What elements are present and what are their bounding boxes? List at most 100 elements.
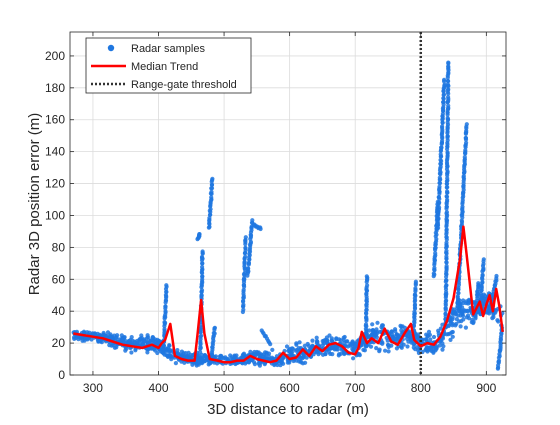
- radar-sample-point-1392: [200, 264, 205, 270]
- radar-sample-point-2024: [476, 281, 481, 286]
- radar-sample-point-990: [370, 328, 375, 333]
- radar-sample-point-1453: [241, 307, 246, 312]
- radar-sample-point-321: [431, 334, 437, 340]
- radar-sample-point-1053: [465, 309, 470, 314]
- radar-sample-point-859: [72, 336, 77, 341]
- radar-sample-point-1669: [436, 216, 441, 221]
- radar-sample-point-1692: [437, 175, 442, 180]
- y-tick-label-0: 0: [58, 368, 65, 382]
- radar-sample-point-1832: [445, 176, 450, 181]
- radar-sample-point-1763: [444, 298, 449, 303]
- radar-sample-point-415: [383, 348, 388, 353]
- radar-sample-point-1887: [445, 79, 450, 84]
- radar-sample-point-1526: [250, 218, 255, 223]
- radar-sample-point-1623: [431, 271, 436, 276]
- radar-sample-point-1681: [436, 195, 441, 200]
- radar-sample-point-932: [467, 316, 472, 321]
- radar-sample-point-1866: [445, 116, 450, 121]
- radar-sample-point-1796: [444, 240, 449, 245]
- radar-sample-point-1286: [148, 338, 153, 343]
- radar-sample-point-1121: [386, 343, 391, 348]
- radar-sample-point-1216: [310, 343, 315, 348]
- radar-sample-point-1425: [209, 186, 215, 191]
- radar-sample-point-815: [175, 348, 180, 353]
- radar-sample-point-530: [370, 322, 375, 327]
- radar-sample-point-1076: [155, 350, 160, 356]
- radar-sample-point-406: [145, 333, 150, 338]
- radar-sample-point-1775: [444, 278, 449, 283]
- radar-sample-point-1162: [185, 354, 190, 359]
- radar-sample-point-200: [463, 325, 468, 330]
- radar-sample-point-1626: [432, 265, 437, 270]
- radar-sample-point-1127: [202, 353, 207, 358]
- radar-sample-point-1207: [241, 351, 247, 356]
- radar-sample-point-1247: [314, 350, 320, 355]
- radar-sample-point-453: [314, 335, 319, 340]
- radar-sample-point-380: [448, 337, 453, 342]
- radar-sample-point-1175: [286, 348, 291, 353]
- radar-sample-point-1187: [434, 345, 439, 350]
- radar-sample-point-986: [123, 348, 128, 353]
- radar-sample-point-1008: [374, 327, 379, 332]
- radar-sample-point-1992: [464, 140, 469, 145]
- radar-sample-point-883: [456, 313, 461, 318]
- x-tick-label-400: 400: [148, 381, 168, 395]
- radar-sample-point-1212: [380, 341, 385, 346]
- radar-sample-point-1147: [470, 317, 475, 323]
- median-trend-line: [73, 225, 504, 364]
- radar-sample-point-643: [440, 322, 445, 327]
- x-axis-label: 3D distance to radar (m): [207, 401, 369, 418]
- radar-sample-point-545: [270, 347, 275, 352]
- radar-sample-point-311: [428, 337, 433, 342]
- radar-sample-point-855: [138, 336, 143, 341]
- radar-sample-point-1140: [305, 341, 310, 347]
- radar-sample-point-783: [320, 339, 325, 344]
- radar-sample-point-1745: [442, 82, 447, 87]
- radar-sample-point-1535: [258, 226, 263, 232]
- radar-sample-point-1562: [364, 314, 369, 320]
- radar-sample-point-1343: [197, 232, 202, 237]
- median-trend-layer: [73, 225, 504, 364]
- radar-sample-point-1271: [413, 347, 418, 352]
- y-tick-label-60: 60: [52, 272, 66, 286]
- radar-sample-point-1161: [466, 301, 471, 306]
- radar-sample-point-1255: [164, 353, 169, 358]
- radar-sample-point-1897: [446, 60, 451, 65]
- radar-sample-point-1948: [459, 218, 464, 223]
- radar-sample-point-1141: [232, 354, 237, 359]
- radar-sample-point-1219: [294, 342, 299, 347]
- radar-sample-point-640: [310, 338, 315, 343]
- x-tick-label-700: 700: [345, 381, 365, 395]
- radar-sample-point-89: [351, 356, 356, 361]
- radar-sample-point-1056: [441, 344, 446, 349]
- radar-sample-point-1813: [444, 210, 449, 215]
- radar-sample-point-1747: [442, 77, 447, 82]
- y-tick-label-20: 20: [52, 336, 66, 350]
- radar-sample-point-1259: [446, 323, 452, 328]
- radar-sample-point-1294: [311, 352, 316, 357]
- radar-sample-point-1788: [444, 254, 449, 259]
- radar-sample-point-1100: [342, 350, 347, 355]
- radar-sample-point-308: [405, 344, 410, 349]
- radar-sample-point-1024: [249, 358, 255, 363]
- radar-sample-point-926: [223, 355, 228, 360]
- radar-sample-point-1203: [454, 321, 459, 326]
- radar-sample-point-1027: [385, 338, 390, 343]
- radar-sample-point-1387: [200, 274, 205, 279]
- radar-sample-point-1825: [445, 189, 450, 194]
- radar-sample-point-1398: [199, 254, 205, 260]
- radar-sample-point-695: [436, 331, 441, 336]
- radar-sample-point-1011: [139, 333, 144, 338]
- radar-sample-point-782: [304, 355, 309, 360]
- legend-label-range-gate: Range-gate threshold: [131, 79, 237, 91]
- radar-sample-point-1295: [162, 347, 167, 352]
- radar-sample-point-1885: [445, 82, 450, 87]
- radar-sample-point-1614: [412, 292, 418, 297]
- radar-sample-point-403: [426, 329, 432, 334]
- radar-sample-point-1042: [323, 352, 328, 357]
- radar-sample-point-1129: [450, 334, 455, 339]
- radar-sample-point-1299: [333, 345, 338, 350]
- y-tick-label-200: 200: [45, 49, 65, 63]
